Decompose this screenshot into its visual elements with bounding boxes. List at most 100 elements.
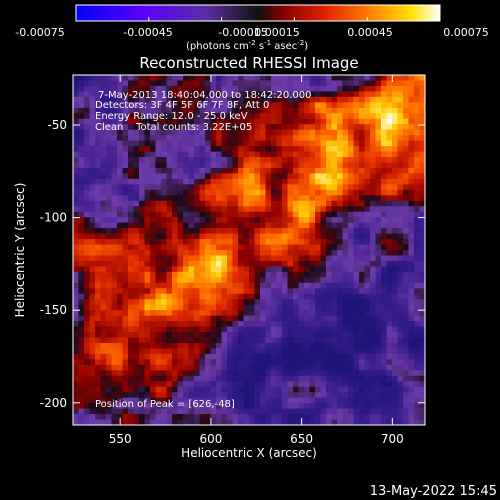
heatmap-cell bbox=[78, 228, 85, 235]
heatmap-cell bbox=[298, 321, 305, 328]
heatmap-cell bbox=[150, 419, 157, 425]
heatmap-cell bbox=[408, 96, 415, 103]
heatmap-cell bbox=[254, 337, 261, 344]
heatmap-cell bbox=[216, 239, 223, 246]
heatmap-cell bbox=[144, 299, 151, 306]
heatmap-cell bbox=[276, 250, 283, 257]
colorbar-tick-label: -0.00015 bbox=[218, 26, 267, 39]
heatmap-cell bbox=[254, 157, 261, 164]
heatmap-cell bbox=[304, 392, 311, 399]
heatmap-cell bbox=[221, 310, 228, 317]
heatmap-cell bbox=[227, 157, 234, 164]
heatmap-cell bbox=[342, 233, 349, 240]
heatmap-cell bbox=[128, 414, 135, 421]
heatmap-cell bbox=[408, 304, 415, 311]
heatmap-cell bbox=[95, 359, 102, 366]
heatmap-cell bbox=[128, 364, 135, 371]
heatmap-cell bbox=[84, 239, 91, 246]
heatmap-cell bbox=[128, 244, 135, 251]
heatmap-cell bbox=[139, 293, 146, 300]
heatmap-cell bbox=[254, 359, 261, 366]
heatmap-cell bbox=[188, 282, 195, 289]
heatmap-cell bbox=[161, 91, 168, 98]
heatmap-cell bbox=[392, 364, 399, 371]
heatmap-cell bbox=[414, 342, 421, 350]
heatmap-cell bbox=[342, 222, 349, 229]
heatmap-cell bbox=[139, 129, 146, 136]
heatmap-cell bbox=[73, 96, 80, 103]
heatmap-cell bbox=[320, 135, 327, 142]
heatmap-cell bbox=[133, 140, 140, 147]
heatmap-cell bbox=[342, 277, 349, 284]
heatmap-cell bbox=[199, 299, 206, 306]
heatmap-cell bbox=[177, 140, 184, 147]
heatmap-cell bbox=[419, 135, 425, 142]
heatmap-cell bbox=[260, 332, 267, 339]
heatmap-cell bbox=[122, 288, 129, 295]
heatmap-cell bbox=[216, 364, 223, 371]
heatmap-cell bbox=[139, 211, 146, 218]
heatmap-cell bbox=[106, 239, 113, 246]
heatmap-cell bbox=[375, 277, 382, 284]
heatmap-cell bbox=[238, 189, 245, 196]
heatmap-cell bbox=[128, 353, 135, 360]
heatmap-cell bbox=[381, 167, 388, 175]
heatmap-cell bbox=[342, 184, 349, 191]
heatmap-cell bbox=[397, 140, 404, 147]
heatmap-cell bbox=[342, 135, 349, 142]
heatmap-cell bbox=[243, 397, 250, 404]
heatmap-cell bbox=[282, 162, 289, 169]
heatmap-cell bbox=[243, 184, 250, 191]
heatmap-cell bbox=[177, 75, 184, 82]
heatmap-cell bbox=[403, 293, 410, 300]
heatmap-cell bbox=[342, 178, 349, 185]
heatmap-cell bbox=[78, 255, 85, 262]
heatmap-cell bbox=[403, 419, 410, 425]
heatmap-cell bbox=[95, 293, 102, 300]
heatmap-cell bbox=[194, 293, 201, 300]
heatmap-cell bbox=[260, 75, 267, 82]
heatmap-cell bbox=[287, 337, 294, 344]
heatmap-cell bbox=[386, 206, 393, 213]
heatmap-cell bbox=[364, 321, 371, 328]
heatmap-cell bbox=[359, 381, 366, 388]
heatmap-cell bbox=[133, 288, 140, 295]
heatmap-cell bbox=[326, 359, 333, 366]
heatmap-cell bbox=[161, 277, 168, 284]
heatmap-cell bbox=[106, 157, 113, 164]
heatmap-cell bbox=[392, 239, 399, 246]
heatmap-cell bbox=[249, 233, 256, 240]
heatmap-cell bbox=[150, 173, 157, 180]
heatmap-cell bbox=[177, 337, 184, 344]
heatmap-cell bbox=[89, 228, 96, 235]
heatmap-cell bbox=[408, 348, 415, 355]
heatmap-cell bbox=[254, 162, 261, 169]
heatmap-cell bbox=[315, 162, 322, 169]
heatmap-cell bbox=[271, 162, 278, 169]
heatmap-cell bbox=[287, 140, 294, 147]
heatmap-cell bbox=[276, 386, 283, 393]
heatmap-cell bbox=[326, 266, 333, 273]
heatmap-cell bbox=[84, 414, 91, 421]
heatmap-cell bbox=[150, 85, 157, 93]
heatmap-cell bbox=[315, 332, 322, 339]
heatmap-cell bbox=[84, 162, 91, 169]
heatmap-cell bbox=[95, 277, 102, 284]
heatmap-cell bbox=[370, 342, 377, 350]
heatmap-cell bbox=[188, 129, 195, 136]
heatmap-cell bbox=[238, 157, 245, 164]
heatmap-cell bbox=[128, 381, 135, 388]
heatmap-cell bbox=[392, 124, 399, 131]
heatmap-cell bbox=[199, 348, 206, 355]
heatmap-cell bbox=[315, 211, 322, 218]
heatmap-cell bbox=[133, 189, 140, 196]
heatmap-cell bbox=[298, 151, 305, 158]
heatmap-cell bbox=[183, 167, 190, 175]
heatmap-cell bbox=[287, 206, 294, 213]
heatmap-cell bbox=[342, 408, 349, 415]
heatmap-cell bbox=[155, 304, 162, 311]
heatmap-cell bbox=[199, 239, 206, 246]
heatmap-cell bbox=[205, 342, 212, 350]
heatmap-cell bbox=[150, 200, 157, 207]
heatmap-cell bbox=[414, 200, 421, 207]
